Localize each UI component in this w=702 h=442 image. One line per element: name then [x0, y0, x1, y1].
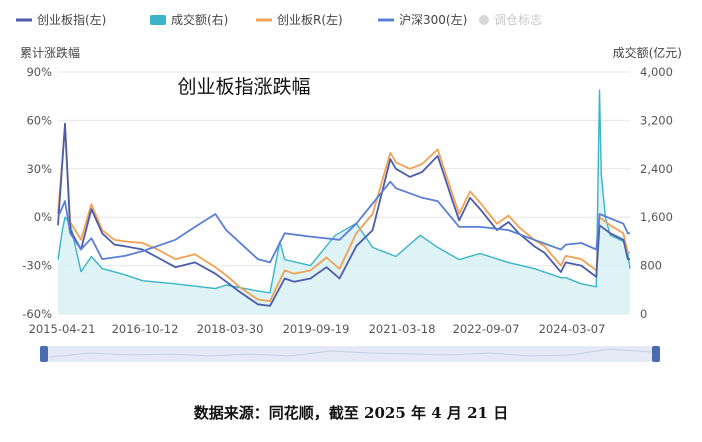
legend-item[interactable]: 创业板R(左) [256, 12, 343, 27]
left-tick-label: -30% [22, 259, 52, 273]
legend-swatch [479, 15, 489, 25]
legend-swatch [150, 15, 166, 25]
left-tick-label: -60% [22, 307, 52, 321]
legend-item[interactable]: 创业板指(左) [16, 12, 106, 27]
chart-title: 创业板指涨跌幅 [177, 76, 310, 98]
legend-item[interactable]: 成交额(右) [150, 12, 228, 27]
series-line-0 [57, 122, 630, 307]
zoom-preview-line [49, 348, 651, 358]
right-tick-label: 800 [640, 259, 662, 273]
left-tick-label: 30% [26, 162, 52, 176]
left-tick-label: 90% [26, 65, 52, 79]
x-tick-label: 2021-03-18 [369, 322, 436, 336]
legend-label: 沪深300(左) [399, 12, 467, 27]
legend-label: 成交额(右) [171, 12, 228, 27]
legend-label: 调仓标志 [494, 13, 542, 27]
x-tick-label: 2022-09-07 [453, 322, 520, 336]
volume-area-fill [58, 90, 630, 314]
right-tick-label: 4,000 [640, 65, 673, 79]
x-tick-label: 2024-03-07 [539, 322, 606, 336]
legend-item[interactable]: 沪深300(左) [378, 12, 467, 27]
series-line-2 [57, 126, 630, 302]
x-tick-label: 2019-09-19 [283, 322, 350, 336]
x-axis-ticks: 2015-04-21 2016-10-12 2018-03-30 2019-09-19… [29, 322, 606, 336]
legend-label: 创业板指(左) [37, 12, 106, 27]
legend-item[interactable]: 调仓标志 [479, 13, 542, 27]
zoom-handle-left[interactable] [40, 346, 48, 362]
legend-label: 创业板R(左) [277, 12, 343, 27]
left-tick-label: 60% [26, 113, 52, 127]
x-tick-label: 2018-03-30 [197, 322, 264, 336]
right-tick-label: 2,400 [640, 162, 673, 176]
volume-area [58, 90, 630, 314]
left-axis-title: 累计涨跌幅 [20, 45, 80, 60]
right-tick-label: 3,200 [640, 113, 673, 127]
legend: 创业板指(左) 成交额(右) 创业板R(左) 沪深300(左) 调仓标志 [16, 12, 542, 27]
series-line-3 [57, 180, 630, 264]
right-tick-label: 1,600 [640, 210, 673, 224]
series-lines [57, 89, 631, 307]
right-axis-ticks: 4,000 3,200 2,400 1,600 800 0 [640, 65, 673, 321]
source-note: 数据来源：同花顺，截至 2025 年 4 月 21 日 [193, 404, 509, 422]
right-axis-title: 成交额(亿元) [613, 45, 682, 60]
data-zoom-slider[interactable] [40, 346, 660, 362]
x-tick-label: 2016-10-12 [112, 322, 179, 336]
zoom-selected-range[interactable] [44, 347, 656, 361]
left-tick-label: 0% [34, 210, 52, 224]
right-tick-label: 0 [640, 307, 647, 321]
zoom-handle-right[interactable] [652, 346, 660, 362]
left-axis-ticks: 90% 60% 30% 0% -30% -60% [22, 65, 52, 321]
x-tick-label: 2015-04-21 [29, 322, 96, 336]
series-line-1 [57, 89, 631, 294]
